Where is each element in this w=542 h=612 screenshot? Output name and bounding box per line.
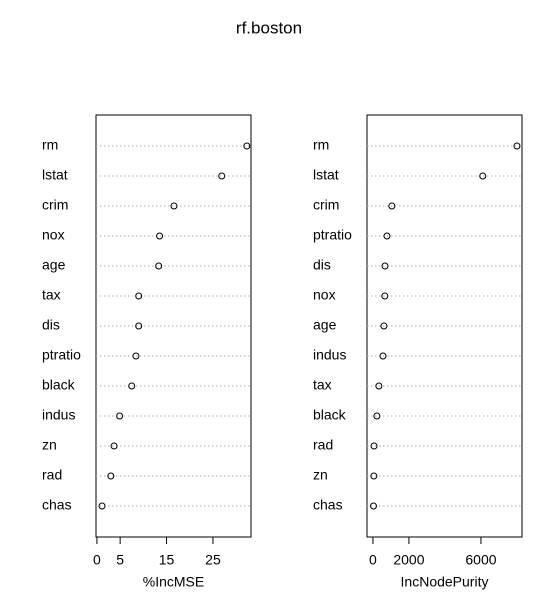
category-label: crim [42,197,68,213]
category-label: rad [42,467,62,483]
category-label: chas [313,497,343,513]
dot [116,412,124,420]
category-label: lstat [313,167,339,183]
x-tick-label: 25 [205,552,221,568]
dot [218,172,226,180]
category-label: age [313,317,337,333]
dot [370,442,378,450]
category-label: nox [42,227,65,243]
category-label: dis [313,257,331,273]
dot [379,352,387,360]
dot [381,262,389,270]
dot [156,232,164,240]
category-label: nox [313,287,336,303]
x-tick-label: 0 [369,552,377,568]
dot [388,202,396,210]
dot [98,502,106,510]
dot [243,142,251,150]
chart-title: rf.boston [236,18,302,37]
x-tick-label: 5 [116,552,124,568]
dot [170,202,178,210]
dot [135,322,143,330]
category-label: indus [42,407,75,423]
category-label: zn [313,467,328,483]
category-label: tax [42,287,61,303]
category-label: black [313,407,347,423]
dot [107,472,115,480]
x-tick-label: 15 [159,552,175,568]
dot [132,352,140,360]
x-axis-title: %IncMSE [143,574,204,590]
category-label: ptratio [42,347,81,363]
category-label: dis [42,317,60,333]
category-label: lstat [42,167,68,183]
dot [381,292,389,300]
x-axis-title: IncNodePurity [401,574,489,590]
dot [155,262,163,270]
x-tick-label: 0 [93,552,101,568]
category-label: rm [42,137,58,153]
dot [479,172,487,180]
category-label: chas [42,497,72,513]
dot [513,142,521,150]
dot [110,442,118,450]
category-label: zn [42,437,57,453]
dot [375,382,383,390]
category-label: tax [313,377,332,393]
x-tick-label: 2000 [393,552,424,568]
category-label: age [42,257,66,273]
dot [128,382,136,390]
dot [380,322,388,330]
dot [369,502,377,510]
category-label: rad [313,437,333,453]
dot [370,472,378,480]
dot [135,292,143,300]
dot [373,412,381,420]
dot [383,232,391,240]
category-label: rm [313,137,329,153]
category-label: black [42,377,76,393]
category-label: crim [313,197,339,213]
category-label: indus [313,347,346,363]
x-tick-label: 6000 [465,552,496,568]
category-label: ptratio [313,227,352,243]
